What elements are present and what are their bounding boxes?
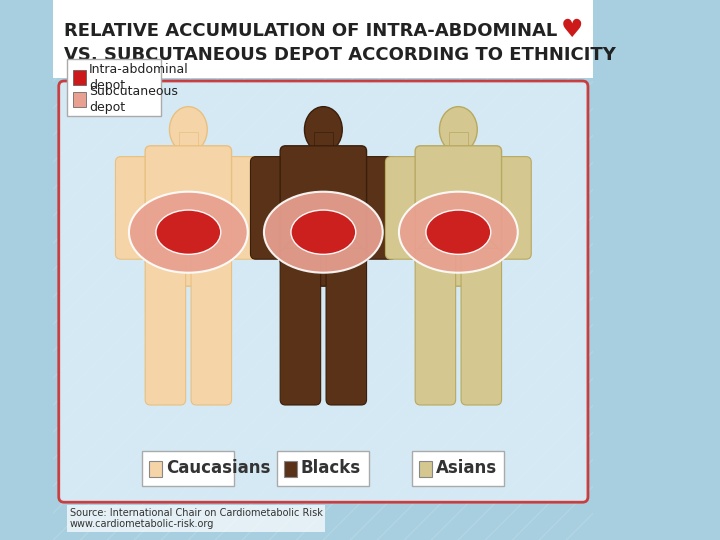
Ellipse shape bbox=[415, 232, 502, 286]
Ellipse shape bbox=[399, 192, 518, 273]
FancyBboxPatch shape bbox=[143, 451, 234, 486]
Text: Asians: Asians bbox=[436, 459, 497, 477]
FancyBboxPatch shape bbox=[385, 157, 426, 259]
FancyBboxPatch shape bbox=[280, 248, 320, 405]
FancyBboxPatch shape bbox=[280, 146, 366, 265]
FancyBboxPatch shape bbox=[314, 132, 333, 154]
FancyBboxPatch shape bbox=[251, 157, 291, 259]
Ellipse shape bbox=[439, 107, 477, 152]
FancyBboxPatch shape bbox=[413, 451, 504, 486]
FancyBboxPatch shape bbox=[59, 81, 588, 502]
FancyBboxPatch shape bbox=[356, 157, 396, 259]
Ellipse shape bbox=[264, 192, 383, 273]
FancyBboxPatch shape bbox=[221, 157, 261, 259]
FancyBboxPatch shape bbox=[145, 146, 232, 265]
Ellipse shape bbox=[169, 107, 207, 152]
Ellipse shape bbox=[129, 192, 248, 273]
FancyBboxPatch shape bbox=[415, 248, 456, 405]
FancyBboxPatch shape bbox=[491, 157, 531, 259]
Text: Subcutaneous
depot: Subcutaneous depot bbox=[89, 85, 178, 114]
FancyBboxPatch shape bbox=[191, 248, 232, 405]
Ellipse shape bbox=[156, 210, 221, 254]
Ellipse shape bbox=[426, 210, 491, 254]
Ellipse shape bbox=[305, 107, 342, 152]
FancyBboxPatch shape bbox=[73, 92, 86, 107]
FancyBboxPatch shape bbox=[145, 248, 186, 405]
FancyBboxPatch shape bbox=[419, 461, 432, 477]
Text: Blacks: Blacks bbox=[301, 459, 361, 477]
Text: VS. SUBCUTANEOUS DEPOT ACCORDING TO ETHNICITY: VS. SUBCUTANEOUS DEPOT ACCORDING TO ETHN… bbox=[64, 46, 616, 64]
FancyBboxPatch shape bbox=[67, 59, 161, 116]
FancyBboxPatch shape bbox=[277, 451, 369, 486]
FancyBboxPatch shape bbox=[73, 70, 86, 85]
Text: RELATIVE ACCUMULATION OF INTRA-ABDOMINAL: RELATIVE ACCUMULATION OF INTRA-ABDOMINAL bbox=[64, 22, 557, 39]
Ellipse shape bbox=[291, 210, 356, 254]
Ellipse shape bbox=[145, 232, 232, 286]
FancyBboxPatch shape bbox=[53, 0, 593, 78]
FancyBboxPatch shape bbox=[149, 461, 162, 477]
Text: Intra-abdominal
depot: Intra-abdominal depot bbox=[89, 63, 189, 92]
FancyBboxPatch shape bbox=[449, 132, 468, 154]
Text: Source: International Chair on Cardiometabolic Risk
www.cardiometabolic-risk.org: Source: International Chair on Cardiomet… bbox=[70, 508, 323, 529]
FancyBboxPatch shape bbox=[115, 157, 156, 259]
FancyBboxPatch shape bbox=[326, 248, 366, 405]
FancyBboxPatch shape bbox=[461, 248, 502, 405]
FancyBboxPatch shape bbox=[284, 461, 297, 477]
Text: Caucasians: Caucasians bbox=[166, 459, 270, 477]
FancyBboxPatch shape bbox=[415, 146, 502, 265]
FancyBboxPatch shape bbox=[179, 132, 198, 154]
Text: ♥: ♥ bbox=[561, 18, 583, 42]
Ellipse shape bbox=[280, 232, 366, 286]
